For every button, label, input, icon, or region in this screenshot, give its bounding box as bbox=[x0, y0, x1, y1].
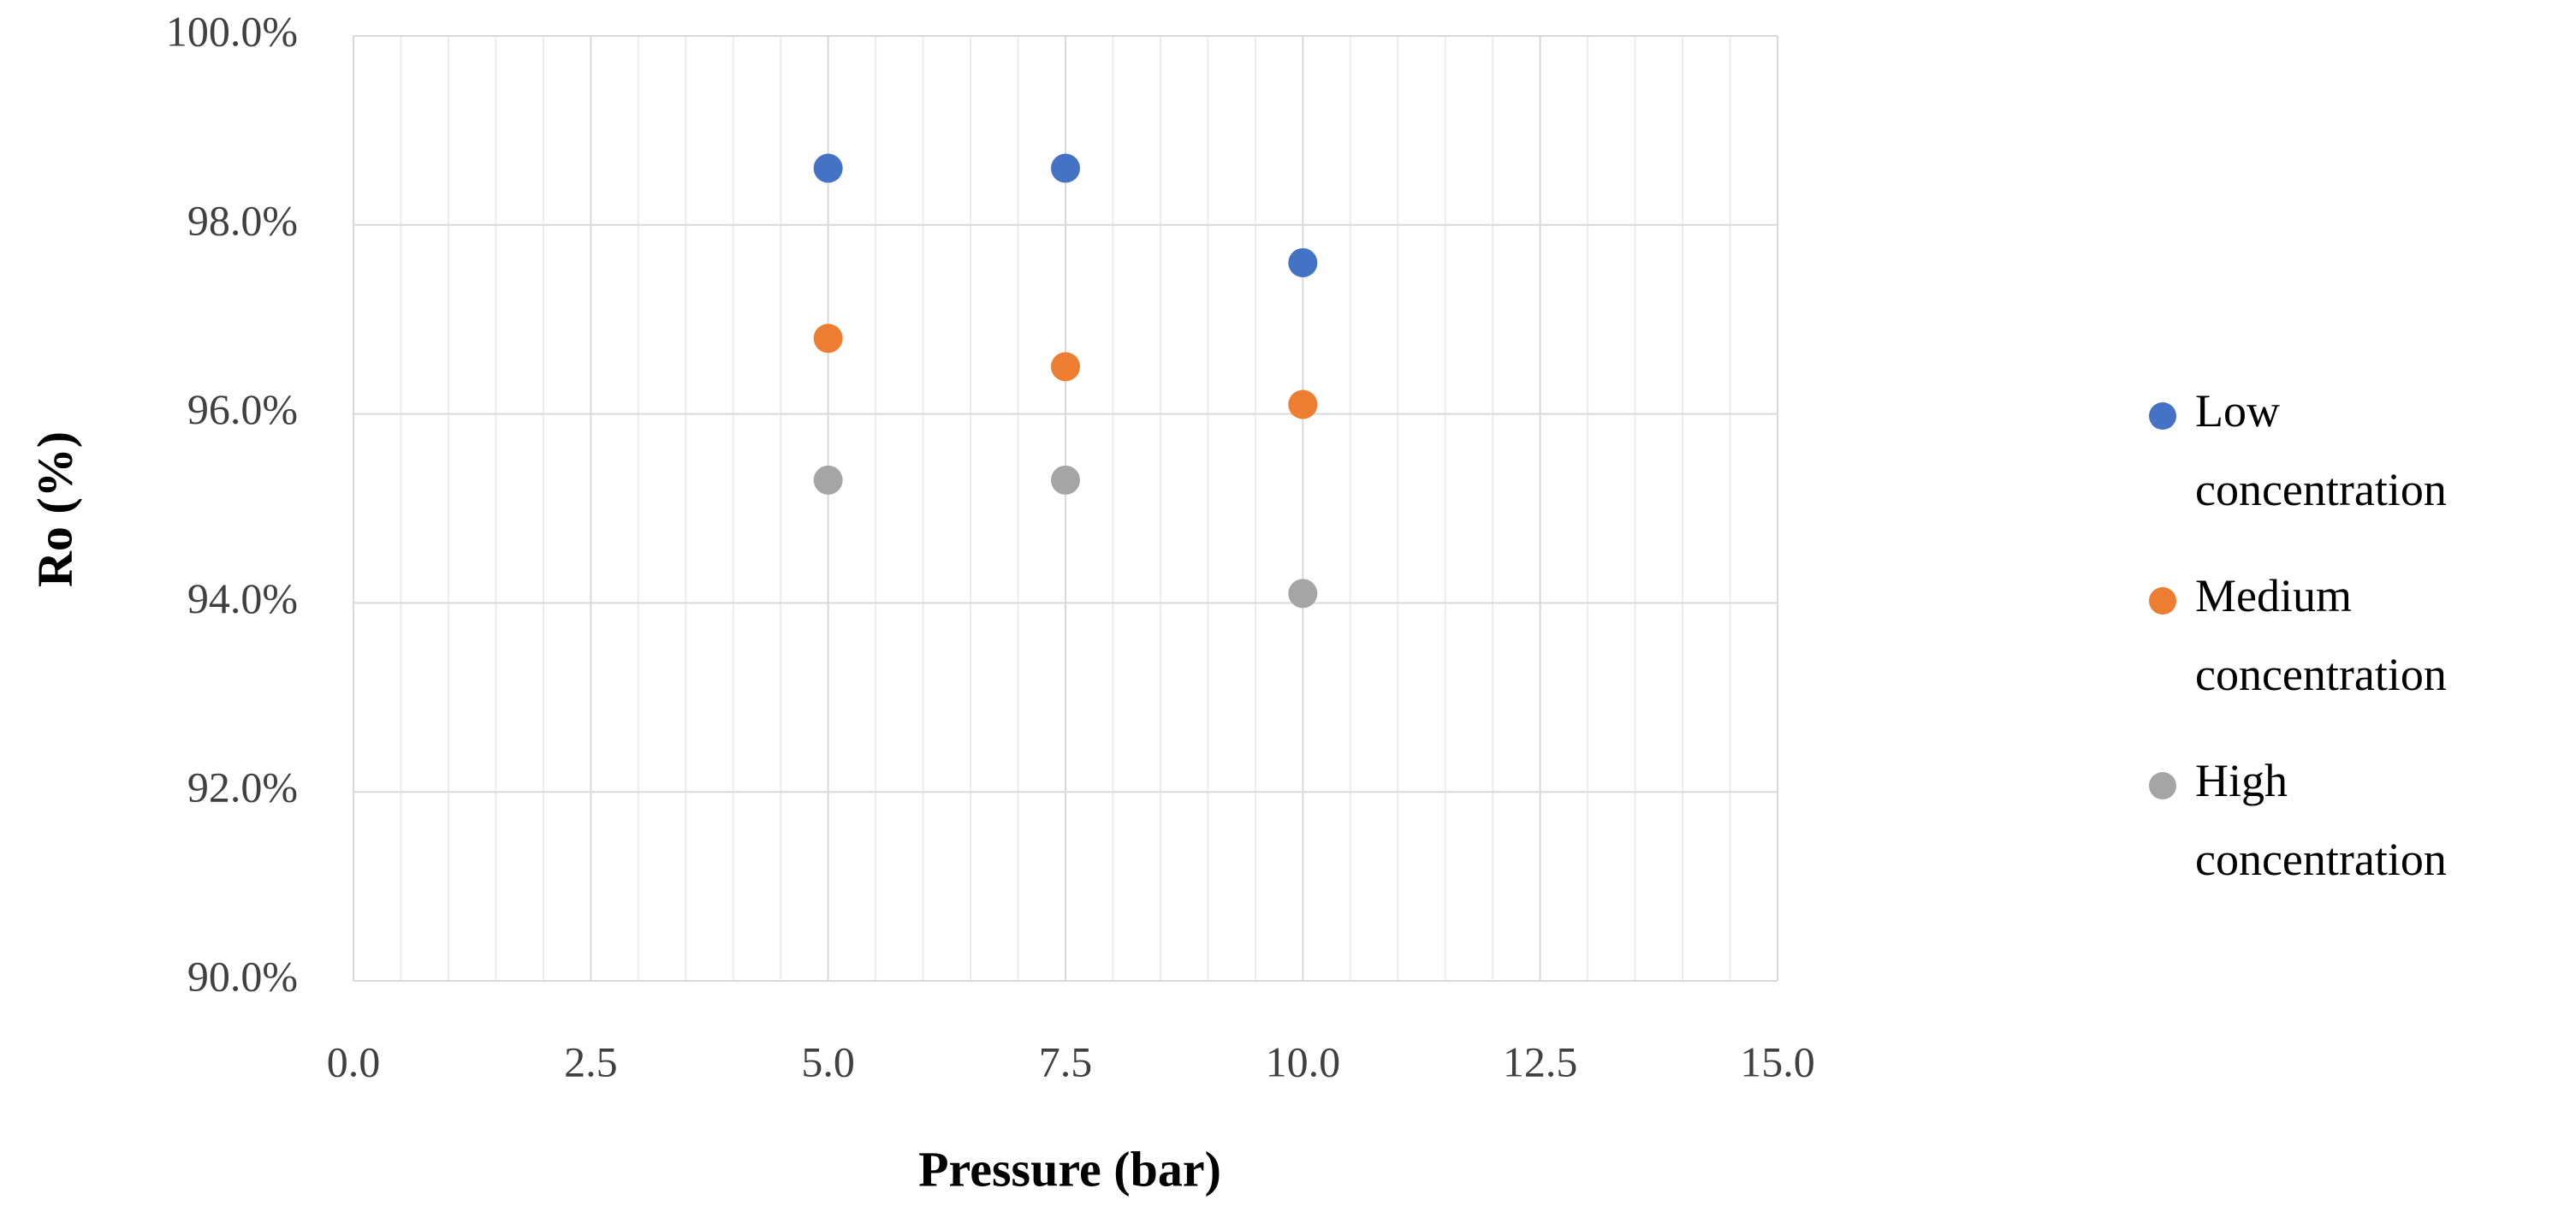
legend-marker bbox=[2149, 402, 2176, 430]
point bbox=[813, 465, 843, 495]
legend-marker bbox=[2149, 587, 2176, 615]
x-tick-label: 12.5 bbox=[1503, 1037, 1578, 1085]
x-tick-label: 5.0 bbox=[801, 1037, 855, 1085]
legend-label: Low concentration bbox=[2195, 385, 2447, 515]
y-tick-label: 96.0% bbox=[187, 385, 298, 433]
point bbox=[1051, 465, 1080, 495]
point bbox=[1051, 153, 1080, 183]
point bbox=[813, 153, 843, 183]
y-tick-label: 98.0% bbox=[187, 196, 298, 244]
y-tick-label: 90.0% bbox=[187, 952, 298, 1000]
y-tick-label: 100.0% bbox=[166, 7, 298, 55]
point bbox=[1288, 579, 1318, 609]
x-tick-label: 0.0 bbox=[327, 1037, 381, 1085]
y-tick-label: 92.0% bbox=[187, 764, 298, 811]
x-tick-label: 7.5 bbox=[1039, 1037, 1093, 1085]
legend-label: Medium concentration bbox=[2195, 570, 2447, 700]
legend-label: High concentration bbox=[2195, 755, 2447, 885]
x-tick-label: 15.0 bbox=[1740, 1037, 1815, 1085]
point bbox=[813, 324, 843, 354]
y-tick-label: 94.0% bbox=[187, 574, 298, 622]
point bbox=[1288, 389, 1318, 419]
y-axis-title: Ro (%) bbox=[27, 431, 82, 587]
x-axis-title: Pressure (bar) bbox=[918, 1141, 1221, 1197]
point bbox=[1051, 352, 1080, 382]
x-tick-label: 2.5 bbox=[564, 1037, 618, 1085]
point bbox=[1288, 247, 1318, 277]
legend-marker bbox=[2149, 772, 2176, 799]
x-tick-label: 10.0 bbox=[1266, 1037, 1341, 1085]
